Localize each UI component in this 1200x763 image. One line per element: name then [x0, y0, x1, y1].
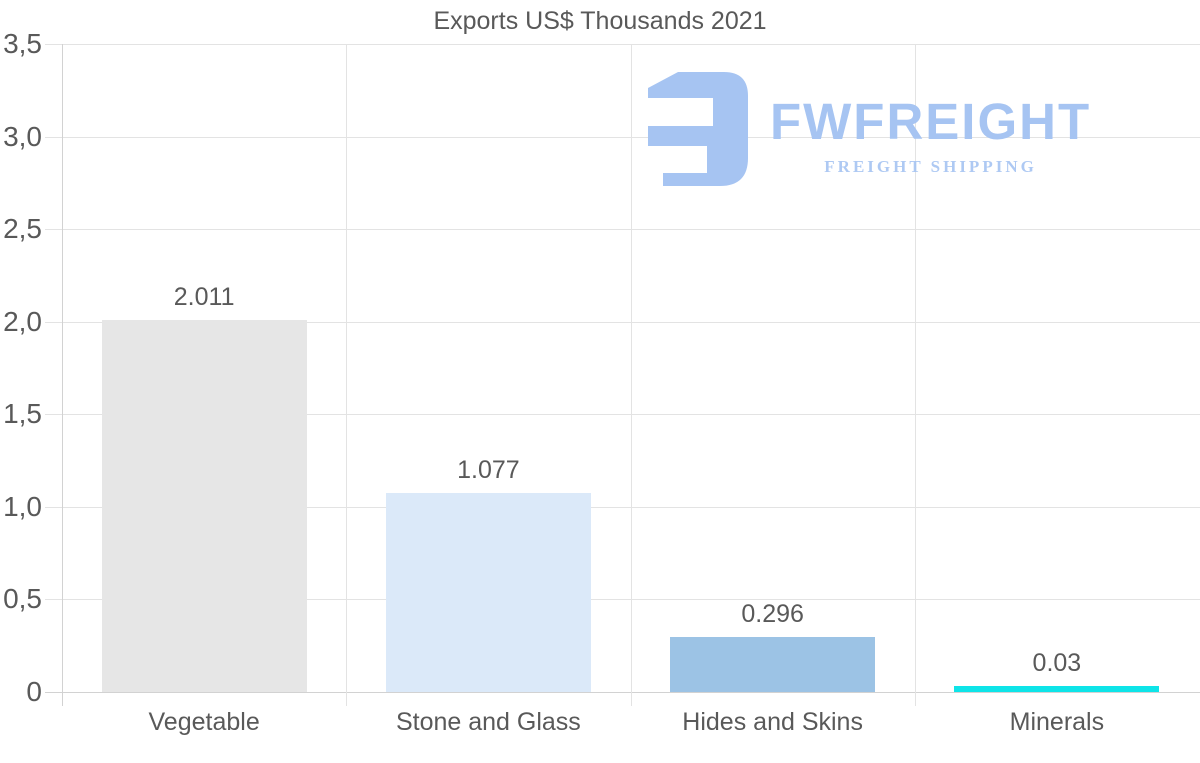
bar-vegetable — [101, 319, 307, 692]
y-axis-tick-label: 1,0 — [3, 490, 42, 522]
fwfreight-logo: FWFREIGHT FREIGHT SHIPPING — [648, 72, 1091, 186]
y-axis-tick-label: 2,0 — [3, 305, 42, 337]
bar-value-label: 2.011 — [173, 282, 235, 311]
fwfreight-logo-text: FWFREIGHT FREIGHT SHIPPING — [770, 72, 1091, 177]
gridline-horizontal — [45, 691, 1200, 693]
category-label: Minerals — [1009, 707, 1105, 736]
y-axis-tick-label: 2,5 — [3, 213, 42, 244]
y-axis-tick-label: 3,5 — [3, 28, 42, 59]
y-axis-tick-label: 3,0 — [3, 120, 42, 152]
gridline-horizontal — [45, 44, 1200, 45]
chart-title: Exports US$ Thousands 2021 — [433, 7, 767, 35]
bar-stone-and-glass — [385, 492, 591, 692]
gridline-vertical — [914, 44, 916, 706]
bar-value-label: 0.03 — [1032, 648, 1082, 677]
gridline-horizontal — [45, 321, 1200, 323]
gridline-vertical — [346, 44, 348, 706]
bar-hides-and-skins — [670, 636, 876, 692]
y-axis-line — [62, 44, 63, 706]
gridline-vertical — [630, 44, 632, 706]
bar-value-label: 0.296 — [741, 599, 804, 628]
category-label: Hides and Skins — [682, 707, 863, 736]
gridline-horizontal — [45, 136, 1200, 138]
category-label: Stone and Glass — [395, 707, 581, 736]
y-axis-tick-label: 0,5 — [3, 583, 42, 614]
y-axis-tick-label: 1,5 — [3, 398, 42, 429]
y-axis-tick-label: 0 — [26, 675, 42, 707]
fwfreight-brand-text: FWFREIGHT — [770, 93, 1092, 150]
gridline-horizontal — [45, 599, 1200, 600]
gridline-horizontal — [45, 229, 1200, 230]
gridline-horizontal — [45, 506, 1200, 508]
fwfreight-tagline-text: FREIGHT SHIPPING — [824, 157, 1037, 176]
bar-minerals — [954, 685, 1160, 692]
bar-value-label: 1.077 — [457, 455, 520, 484]
gridline-horizontal — [45, 414, 1200, 415]
category-label: Vegetable — [148, 707, 260, 736]
fwfreight-logo-icon — [648, 72, 748, 186]
